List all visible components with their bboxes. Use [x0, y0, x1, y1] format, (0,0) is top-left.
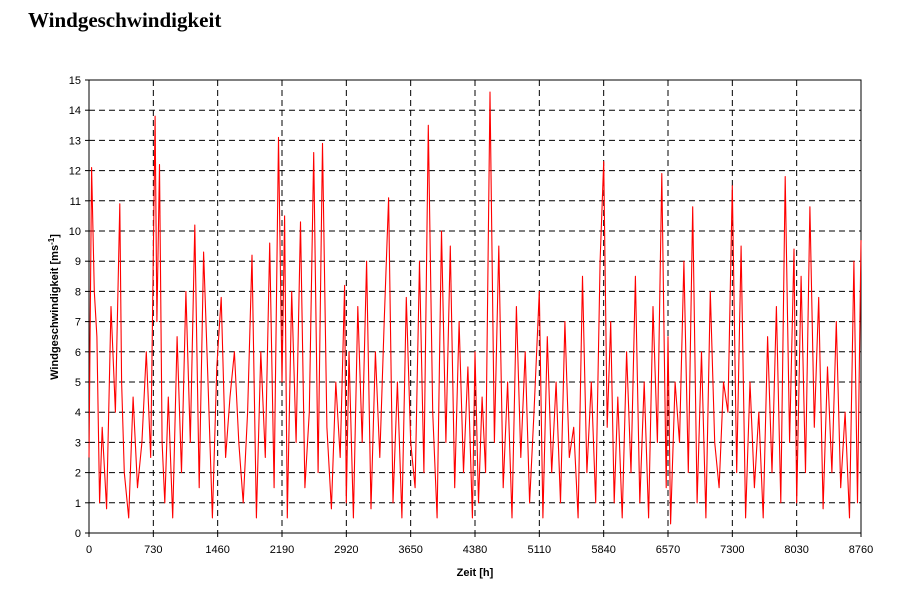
y-tick-label: 1 — [75, 498, 81, 510]
y-tick-label: 13 — [69, 135, 81, 147]
y-axis-label: Windgeschwindigkeit [ms-1] — [47, 234, 61, 380]
x-tick-label: 8030 — [784, 544, 808, 556]
x-tick-label: 0 — [86, 544, 92, 556]
chart-title: Windgeschwindigkeit — [28, 8, 222, 32]
x-axis-label: Zeit [h] — [457, 567, 494, 579]
x-tick-label: 2920 — [334, 544, 358, 556]
y-tick-label: 9 — [75, 256, 81, 268]
y-tick-label: 10 — [69, 226, 81, 238]
x-tick-label: 8760 — [849, 544, 873, 556]
y-tick-label: 12 — [69, 166, 81, 178]
y-tick-label: 14 — [69, 105, 81, 117]
series-group — [88, 91, 862, 525]
x-tick-label: 5110 — [528, 544, 552, 556]
series-line — [88, 91, 862, 525]
y-tick-label: 5 — [75, 377, 81, 389]
x-tick-label: 2190 — [270, 544, 294, 556]
y-axis-label-end: ] — [49, 234, 61, 238]
y-tick-label: 2 — [75, 468, 81, 480]
x-tick-label: 5840 — [591, 544, 615, 556]
y-tick-label: 15 — [69, 75, 81, 87]
x-tick-label: 7300 — [720, 544, 744, 556]
y-tick-label: 8 — [75, 286, 81, 298]
x-axis-ticks: 0 730 1460 2190 2920 3650 4380 5110 5840 6570 7300… — [86, 533, 873, 556]
y-tick-label: 3 — [75, 437, 81, 449]
x-tick-label: 3650 — [398, 544, 422, 556]
x-tick-label: 730 — [144, 544, 162, 556]
y-tick-label: 6 — [75, 347, 81, 359]
y-axis-label-main: Windgeschwindigkeit [ms — [49, 245, 61, 380]
y-tick-label: 7 — [75, 317, 81, 329]
x-tick-label: 1460 — [205, 544, 229, 556]
y-tick-label: 11 — [70, 196, 81, 208]
y-tick-label: 0 — [75, 528, 81, 540]
x-tick-label: 4380 — [463, 544, 487, 556]
y-axis-label-sup: -1 — [47, 237, 56, 245]
x-tick-label: 6570 — [656, 544, 680, 556]
y-tick-label: 4 — [75, 407, 81, 419]
